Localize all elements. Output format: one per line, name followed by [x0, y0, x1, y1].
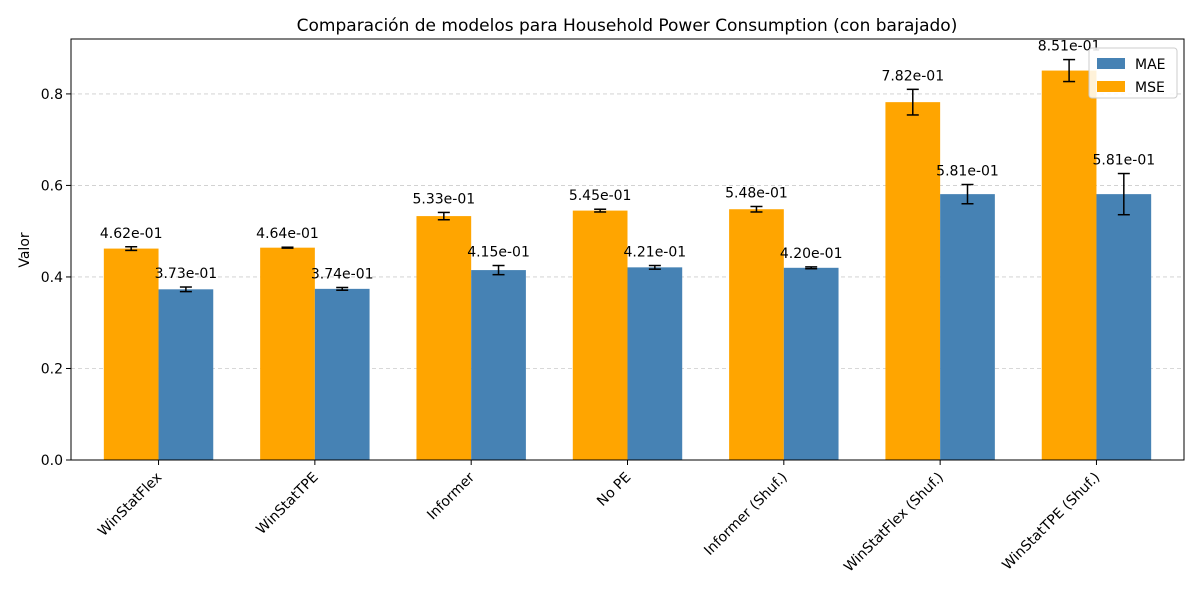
data-label: 4.21e-01 [624, 245, 687, 261]
x-tick-label: Informer (Shuf.) [701, 470, 790, 559]
value-labels: 4.62e-01 4.64e-01 5.33e-01 5.45e-01 5.48e-01… [100, 39, 1155, 283]
x-tick-label: No PE [594, 470, 634, 510]
bar-mse [416, 216, 472, 460]
bar-mse [729, 209, 784, 460]
data-label: 3.73e-01 [155, 266, 218, 282]
y-tick-label: 0.2 [41, 361, 63, 377]
data-label: 4.62e-01 [100, 226, 163, 242]
bar-mae [314, 288, 370, 460]
data-label: 3.74e-01 [311, 266, 374, 282]
bar-mae [783, 267, 839, 460]
x-tick-label: Informer [424, 469, 478, 523]
bar-mse [572, 210, 628, 460]
y-axis-label: Valor [17, 232, 33, 268]
bar-mae [158, 289, 214, 460]
data-label: 5.81e-01 [936, 164, 999, 180]
chart-title: Comparación de modelos para Household Po… [297, 16, 958, 36]
y-tick-label: 0.6 [41, 178, 63, 194]
y-axis-ticks: 0.0 0.2 0.4 0.6 0.8 [41, 87, 71, 469]
legend-label: MAE [1135, 57, 1166, 73]
legend: MAE MSE [1088, 47, 1178, 99]
data-label: 7.82e-01 [881, 68, 944, 84]
bar-mae [1096, 194, 1152, 461]
data-label: 4.15e-01 [467, 245, 530, 261]
data-label: 4.20e-01 [780, 246, 843, 262]
bar-mse [260, 247, 315, 460]
bar-mae [940, 194, 995, 461]
legend-label: MSE [1135, 80, 1165, 96]
bar-mse [885, 102, 941, 461]
x-axis-ticks: WinStatFlex WinStatTPE Informer No PE Inform… [95, 460, 1103, 575]
data-label: 5.48e-01 [725, 185, 788, 201]
data-label: 5.81e-01 [1092, 153, 1155, 169]
x-tick-label: WinStatFlex [95, 470, 165, 540]
data-label: 5.45e-01 [569, 188, 632, 204]
y-tick-label: 0.8 [41, 87, 63, 103]
bars [103, 70, 1152, 461]
data-label: 4.64e-01 [256, 226, 319, 242]
bar-mse [103, 248, 159, 460]
data-label: 8.51e-01 [1038, 39, 1101, 55]
x-tick-label: WinStatTPE (Shuf.) [999, 470, 1103, 574]
bar-mae [471, 270, 526, 460]
y-tick-label: 0.4 [41, 270, 63, 286]
y-tick-label: 0.0 [41, 453, 63, 469]
legend-swatch [1097, 81, 1125, 92]
x-tick-label: WinStatTPE [253, 470, 321, 538]
x-tick-label: WinStatFlex (Shuf.) [841, 470, 947, 576]
bar-mae [627, 267, 683, 460]
legend-swatch [1097, 58, 1125, 69]
bar-mse [1041, 70, 1097, 460]
data-label: 5.33e-01 [412, 191, 475, 207]
error-bars [125, 58, 1130, 293]
